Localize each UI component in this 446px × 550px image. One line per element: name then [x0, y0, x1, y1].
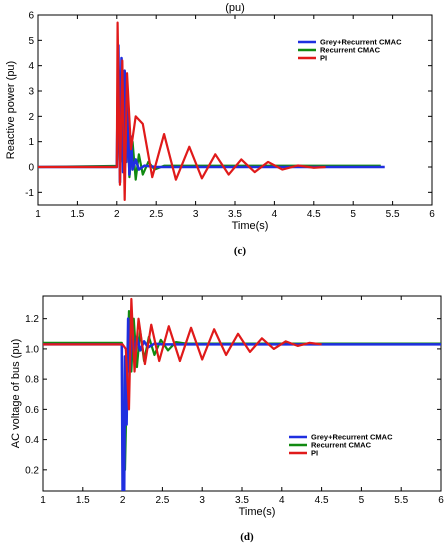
x-tick-label: 3.5 [228, 209, 242, 220]
y-tick-label: 3 [28, 87, 34, 98]
x-tick-label: 3 [193, 209, 199, 220]
y-tick-label: 4 [28, 61, 34, 72]
x-tick-label: 6 [438, 495, 444, 506]
legend-entry-label: Recurrent CMAC [311, 441, 372, 450]
y-tick-label: -1 [25, 188, 34, 199]
x-tick-label: 5 [359, 495, 365, 506]
legend-entry-label: PI [320, 54, 327, 63]
y-tick-label: 0 [28, 163, 34, 174]
series-line-recurrent-cmac [43, 310, 441, 471]
y-tick-label: 1 [28, 137, 34, 148]
legend-entry-label: PI [311, 449, 318, 458]
series-line-pi [43, 297, 322, 411]
y-tick-label: 2 [28, 112, 34, 123]
y-tick-label: 5 [28, 36, 34, 47]
x-tick-label: 1 [40, 495, 46, 506]
x-tick-label: 6 [429, 209, 435, 220]
x-tick-label: 2 [120, 495, 126, 506]
y-axis-label: Reactive power (pu) [5, 61, 17, 159]
y-tick-label: 0.4 [25, 435, 39, 446]
legend-entry-label: Grey+Recurrent CMAC [311, 433, 393, 442]
y-tick-label: 6 [28, 11, 34, 22]
series-line-pi [38, 21, 326, 202]
x-tick-label: 3 [199, 495, 205, 506]
x-tick-label: 4.5 [315, 495, 329, 506]
y-axis-label: AC voltage of bus (pu) [10, 339, 22, 448]
chart-title: (pu) [225, 2, 245, 14]
x-tick-label: 1.5 [76, 495, 90, 506]
x-tick-label: 5.5 [394, 495, 408, 506]
x-tick-label: 1 [35, 209, 41, 220]
x-tick-label: 1.5 [70, 209, 84, 220]
x-tick-label: 4 [279, 495, 285, 506]
legend-entry-label: Recurrent CMAC [320, 46, 381, 55]
x-axis-label: Time(s) [232, 220, 269, 232]
reactive-power-chart: (pu) 1 1.5 2 2.5 3 3.5 4 4.5 5 5.5 6 -1 0 1 2 3 4 5 6 Time(s… [5, 2, 435, 257]
x-tick-label: 2.5 [155, 495, 169, 506]
x-tick-label: 4.5 [307, 209, 321, 220]
y-tick-label: 0.6 [25, 405, 39, 416]
figure-caption: (c) [234, 245, 247, 257]
x-tick-label: 2 [114, 209, 120, 220]
plot-frame [42, 295, 442, 492]
x-tick-label: 4 [272, 209, 278, 220]
x-axis-label: Time(s) [239, 506, 276, 518]
x-tick-label: 3.5 [235, 495, 249, 506]
y-tick-label: 0.2 [25, 465, 39, 476]
y-tick-label: 1.2 [25, 314, 39, 325]
x-tick-label: 5 [350, 209, 356, 220]
x-tick-label: 2.5 [149, 209, 163, 220]
y-tick-label: 0.8 [25, 375, 39, 386]
ac-voltage-chart: 1 1.5 2 2.5 3 3.5 4 4.5 5 5.5 6 0.2 0.4 0.6 0.8 1.0 1.2 T… [10, 295, 444, 543]
x-tick-label: 5.5 [386, 209, 400, 220]
y-tick-label: 1.0 [25, 344, 39, 355]
legend-entry-label: Grey+Recurrent CMAC [320, 38, 402, 47]
figure-caption: (d) [240, 531, 254, 543]
